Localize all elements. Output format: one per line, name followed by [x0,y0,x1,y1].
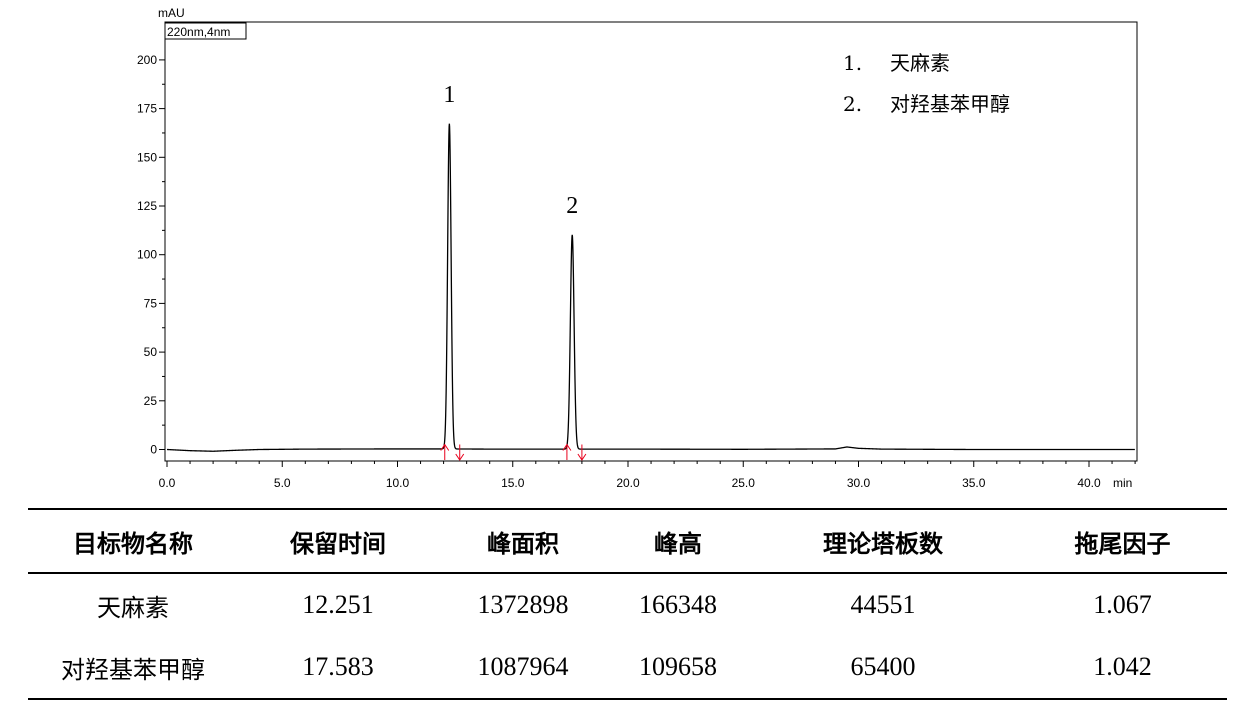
chromatogram-chart: mAU 220nm,4nm 0 25 50 75 100 125 150 175 200 0.0… [137,6,1138,490]
legend-item-2-number: 2. [843,92,862,116]
x-tick-label: 0.0 [159,476,176,490]
y-tick-label: 0 [150,443,157,457]
legend-item-1-name: 天麻素 [890,51,950,75]
results-table: 目标物名称 保留时间 峰面积 峰高 理论塔板数 拖尾因子 天麻素 12.251 … [28,508,1227,700]
detector-label: 220nm,4nm [167,25,230,39]
peak-label: 2 [566,193,578,219]
x-tick-label: 5.0 [274,476,291,490]
cell-peak-area: 1087964 [438,636,608,700]
cell-compound-name: 天麻素 [97,593,169,622]
x-tick-label: 10.0 [386,476,410,490]
x-tick-label: 15.0 [501,476,525,490]
cell-theoretical-plates: 44551 [850,590,916,619]
table-row: 对羟基苯甲醇 17.583 1087964 109658 65400 1.042 [28,636,1227,700]
header-retention-time: 保留时间 [238,508,438,574]
peak-start-marker [440,443,450,460]
y-tick-label: 125 [137,199,157,213]
peak-start-marker [562,443,572,460]
detector-label-box [164,22,247,40]
peak-end-marker [577,444,587,461]
cell-compound-name: 对羟基苯甲醇 [28,636,238,700]
y-tick-label: 75 [144,296,158,310]
x-tick-label: 40.0 [1077,476,1101,490]
y-axis: 0 25 50 75 100 125 150 175 200 [137,53,165,457]
cell-peak-height: 109658 [608,636,748,700]
header-peak-height: 峰高 [608,508,748,574]
cell-tailing-factor: 1.067 [1093,590,1152,619]
y-tick-label: 175 [137,102,157,116]
header-compound-name: 目标物名称 [28,508,238,574]
peak-label: 1 [443,82,455,108]
y-tick-label: 100 [137,248,157,262]
y-tick-label: 200 [137,53,157,67]
cell-tailing-factor: 1.042 [1018,636,1227,700]
header-peak-area: 峰面积 [438,508,608,574]
cell-peak-area: 1372898 [477,590,569,619]
legend: 1. 天麻素 2. 对羟基苯甲醇 [843,51,1010,116]
x-tick-label: 20.0 [616,476,640,490]
legend-item-1-number: 1. [843,51,862,75]
y-tick-label: 50 [144,345,158,359]
x-tick-label: 30.0 [847,476,871,490]
legend-item-2-name: 对羟基苯甲醇 [890,92,1010,116]
header-tailing-factor: 拖尾因子 [1018,508,1227,574]
integration-markers [440,443,587,461]
x-tick-label: 35.0 [962,476,986,490]
y-unit-label: mAU [158,6,185,20]
cell-peak-height: 166348 [639,590,717,619]
y-tick-label: 150 [137,150,157,164]
x-tick-label: 25.0 [732,476,756,490]
cell-theoretical-plates: 65400 [748,636,1018,700]
peak-labels: 12 [443,82,578,219]
cell-retention-time: 17.583 [238,636,438,700]
table-row: 天麻素 12.251 1372898 166348 44551 1.067 [28,573,1227,636]
peak-end-marker [455,444,465,461]
table-header-row: 目标物名称 保留时间 峰面积 峰高 理论塔板数 拖尾因子 [28,508,1227,574]
cell-retention-time: 12.251 [302,590,374,619]
x-axis: 0.0 5.0 10.0 15.0 20.0 25.0 30.0 35.0 40.0 [159,461,1136,490]
chromatogram-trace [166,123,1135,452]
x-unit-label: min [1113,476,1132,490]
plot-area [164,21,1138,462]
header-theoretical-plates: 理论塔板数 [748,508,1018,574]
y-tick-label: 25 [144,394,158,408]
